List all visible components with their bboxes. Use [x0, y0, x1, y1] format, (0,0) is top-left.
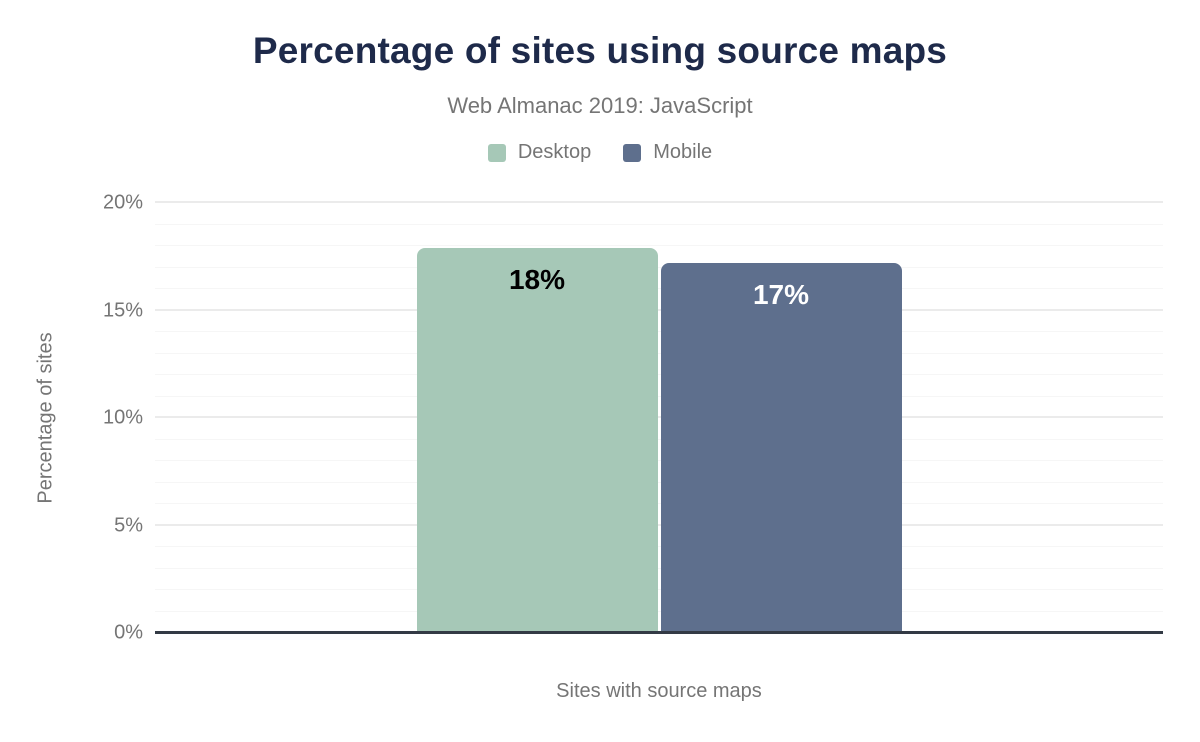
gridline-minor	[155, 610, 1163, 612]
gridline-minor	[155, 223, 1163, 225]
gridline-minor	[155, 266, 1163, 268]
gridline-minor	[155, 438, 1163, 440]
gridline-minor	[155, 567, 1163, 569]
bar-desktop: 18%	[416, 248, 658, 633]
legend-swatch-icon	[623, 143, 642, 162]
legend-item-mobile: Mobile	[623, 141, 712, 164]
y-tick-label: 0%	[114, 621, 143, 644]
legend-label: Mobile	[653, 141, 713, 163]
bar-mobile: 17%	[660, 263, 902, 633]
gridline-minor	[155, 245, 1163, 246]
legend-item-desktop: Desktop	[487, 141, 592, 164]
bar-value-label: 17%	[752, 279, 810, 311]
gridline-major	[155, 308, 1163, 311]
chart-title: Percentage of sites using source maps	[252, 30, 948, 71]
y-tick-label: 5%	[114, 514, 143, 536]
gridline-minor	[155, 352, 1163, 354]
gridline-minor	[155, 288, 1163, 289]
gridline-minor	[155, 331, 1163, 332]
bar-value-label: 18%	[508, 264, 566, 296]
legend-swatch-icon	[487, 143, 506, 162]
gridline-major	[155, 416, 1163, 418]
x-axis-label: Sites with source maps	[556, 680, 762, 702]
legend: Desktop Mobile	[0, 141, 1200, 164]
gridline-minor	[155, 374, 1163, 375]
gridline-minor	[155, 481, 1163, 483]
legend-label: Desktop	[517, 141, 592, 163]
gridline-minor	[155, 503, 1163, 504]
y-tick-label: 10%	[102, 406, 143, 429]
plot-area: Percentage of sites Sites with source ma…	[35, 192, 1163, 702]
gridline-major	[155, 523, 1163, 526]
y-tick-label: 15%	[102, 299, 143, 321]
gridline-minor	[155, 589, 1163, 590]
y-tick-label: 20%	[102, 191, 143, 214]
chart-subtitle: Web Almanac 2019: JavaScript	[447, 93, 753, 118]
gridline-minor	[155, 460, 1163, 461]
x-axis-baseline	[155, 631, 1163, 634]
gridline-minor	[155, 546, 1163, 547]
gridline-minor	[155, 395, 1163, 397]
gridline-major	[155, 201, 1163, 203]
